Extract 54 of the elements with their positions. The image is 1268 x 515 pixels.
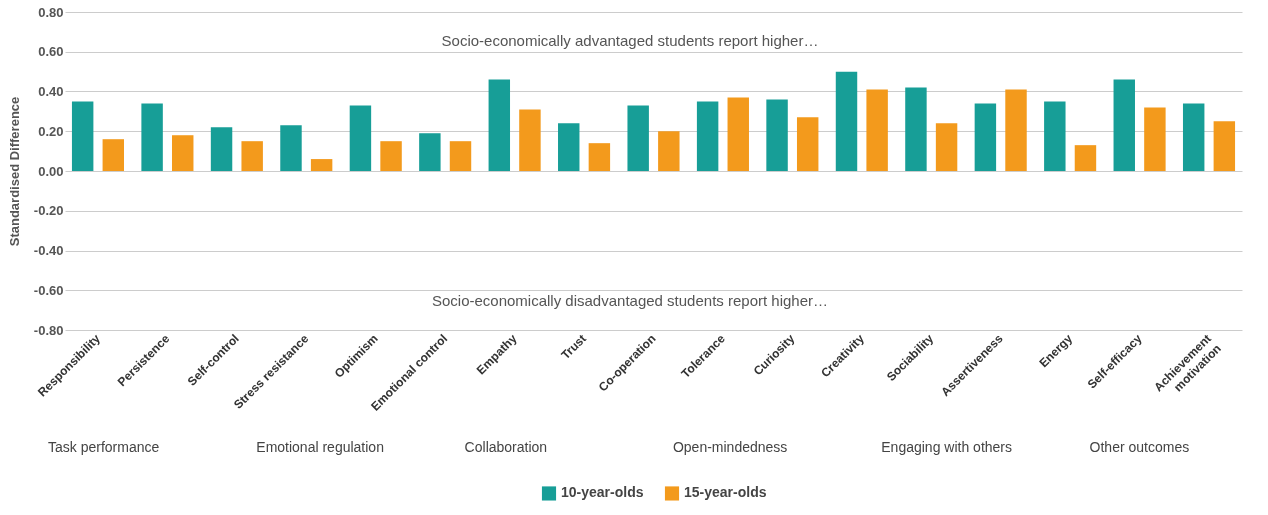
y-tick-label: 0.60 xyxy=(38,44,64,60)
y-tick-label: -0.20 xyxy=(33,203,64,219)
bar xyxy=(1074,145,1097,171)
bar xyxy=(1005,89,1027,171)
bar xyxy=(1213,121,1236,171)
bar xyxy=(241,141,263,171)
legend-label: 10-year-olds xyxy=(561,484,644,501)
text: Other outcomes xyxy=(1089,439,1190,455)
text: Engaging with others xyxy=(881,439,1013,455)
bar xyxy=(905,87,927,171)
bar xyxy=(935,123,958,171)
y-tick-label: 0.80 xyxy=(38,4,64,20)
y-tick-label: -0.80 xyxy=(33,322,64,338)
bar xyxy=(1113,79,1135,171)
bar xyxy=(488,79,511,171)
bar xyxy=(1182,103,1205,171)
y-tick-label: -0.40 xyxy=(33,243,64,258)
bar xyxy=(588,143,611,171)
bar xyxy=(310,159,333,171)
y-tick-label: 0.00 xyxy=(38,163,64,179)
bar xyxy=(558,123,580,171)
bar xyxy=(102,139,125,171)
y-tick-label: 0.20 xyxy=(38,123,64,139)
bar xyxy=(210,127,233,171)
bar xyxy=(627,105,649,171)
bar xyxy=(172,135,194,171)
bar xyxy=(519,109,541,171)
bar xyxy=(71,101,94,171)
text: Task performance xyxy=(47,439,160,455)
text: Open-mindedness xyxy=(672,439,788,455)
bar xyxy=(349,105,372,171)
text: Emotional regulation xyxy=(256,439,384,455)
bar xyxy=(1044,101,1066,171)
bar xyxy=(1144,107,1166,171)
text: Collaboration xyxy=(464,439,548,455)
bar xyxy=(727,97,749,171)
bar xyxy=(766,99,788,171)
bar xyxy=(449,141,472,171)
y-tick-label: 0.40 xyxy=(38,84,64,99)
bar xyxy=(696,101,719,171)
bar xyxy=(658,131,680,171)
bar xyxy=(419,133,441,171)
bar xyxy=(835,71,858,171)
y-tick-label: -0.60 xyxy=(33,282,64,298)
annotation: Socio-economically advantaged students report higher… xyxy=(441,31,819,49)
bar xyxy=(866,89,888,171)
y-axis-title: Standardised Difference xyxy=(6,96,22,247)
bar xyxy=(141,103,163,171)
bar xyxy=(380,141,402,171)
bar xyxy=(796,117,819,171)
annotation: Socio-economically disadvantaged students report higher… xyxy=(431,292,829,310)
bar xyxy=(280,125,302,171)
legend-label: 15-year-olds xyxy=(684,484,767,501)
bar xyxy=(974,103,997,171)
